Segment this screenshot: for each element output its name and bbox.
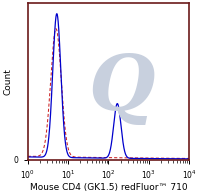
Y-axis label: Count: Count	[3, 68, 12, 95]
Text: Q: Q	[88, 52, 155, 126]
X-axis label: Mouse CD4 (GK1.5) redFluor™ 710: Mouse CD4 (GK1.5) redFluor™ 710	[30, 183, 187, 191]
